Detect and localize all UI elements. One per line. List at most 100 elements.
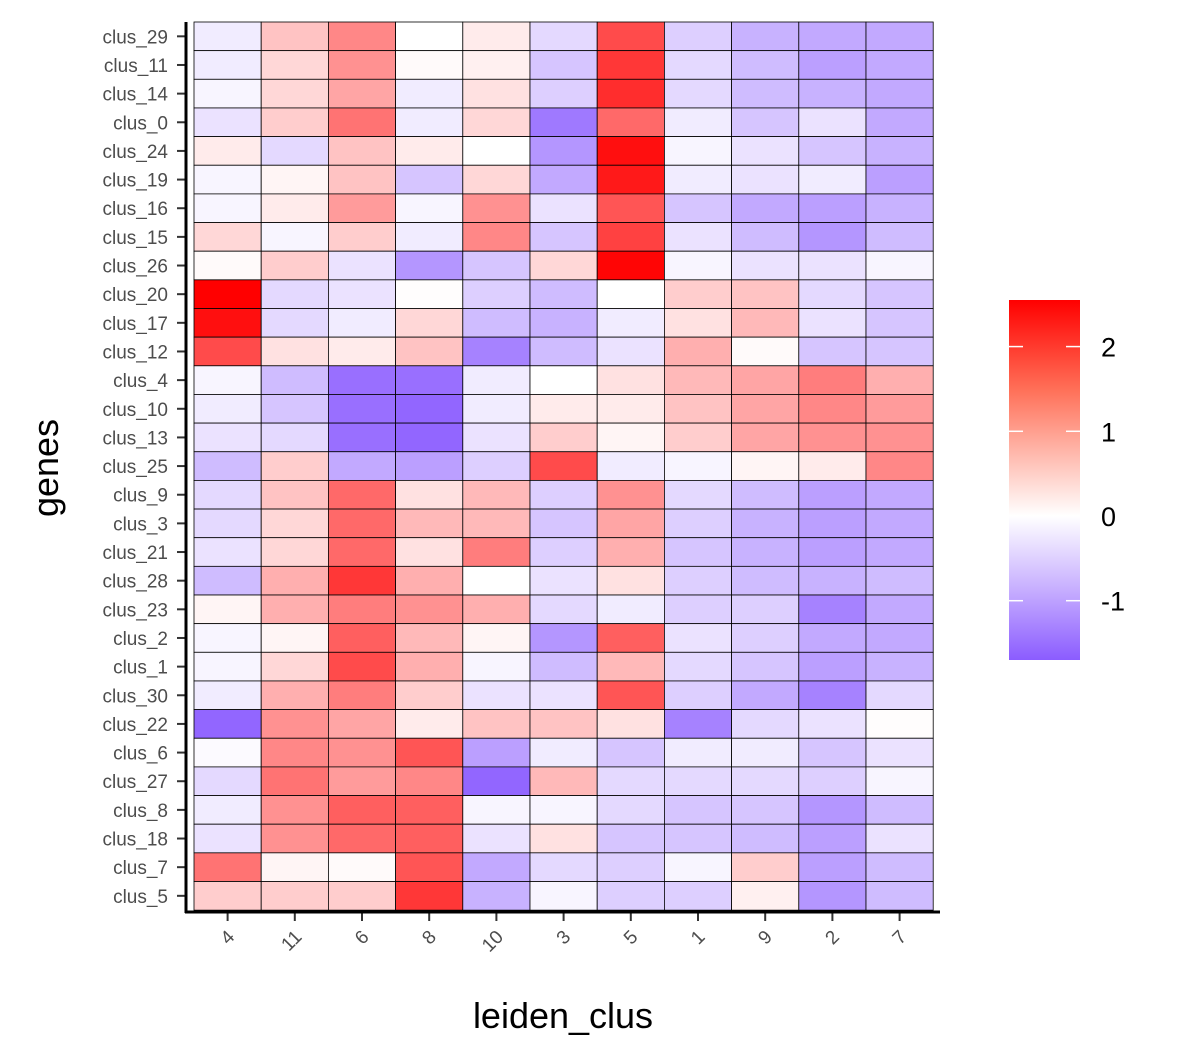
heatmap-cell <box>193 336 262 367</box>
heatmap-cell <box>798 136 867 166</box>
heatmap-cell <box>731 565 800 596</box>
heatmap-cell <box>529 594 598 625</box>
heatmap-cell <box>664 565 733 596</box>
heatmap-cell <box>596 709 665 739</box>
heatmap-cell <box>798 508 867 539</box>
heatmap-cell <box>395 737 464 768</box>
heatmap-cell <box>731 823 800 854</box>
heatmap-cell <box>395 365 464 395</box>
heatmap-cell <box>865 737 934 768</box>
heatmap-cell <box>529 50 598 80</box>
heatmap-cell <box>529 279 598 309</box>
heatmap-cell <box>529 250 598 281</box>
heatmap-cell <box>865 78 934 109</box>
heatmap-cell <box>260 50 329 80</box>
heatmap-cell <box>865 336 934 367</box>
heatmap-cell <box>865 709 934 739</box>
heatmap-cell <box>664 537 733 567</box>
heatmap-cell <box>193 623 262 653</box>
heatmap-cell <box>395 623 464 653</box>
heatmap-cell <box>596 308 665 338</box>
heatmap-cell <box>529 479 598 510</box>
heatmap-cell <box>327 852 396 882</box>
heatmap-cell <box>798 623 867 653</box>
heatmap-cell <box>327 250 396 281</box>
heatmap-cell <box>193 193 262 223</box>
heatmap-cell <box>865 795 934 825</box>
heatmap-cell <box>395 479 464 510</box>
heatmap-cell <box>596 136 665 166</box>
heatmap-cell <box>731 50 800 80</box>
heatmap-cell <box>798 737 867 768</box>
heatmap-cell <box>395 279 464 309</box>
heatmap-cell <box>260 651 329 682</box>
heatmap-cell <box>529 651 598 682</box>
y-tick-label: clus_1 <box>113 658 168 679</box>
heatmap-cell <box>529 78 598 109</box>
heatmap-cell <box>193 422 262 453</box>
heatmap-cell <box>327 78 396 109</box>
heatmap-cell <box>462 565 531 596</box>
heatmap-cell <box>664 479 733 510</box>
heatmap-cell <box>664 308 733 338</box>
heatmap-cell <box>395 594 464 625</box>
heatmap-cell <box>462 594 531 625</box>
heatmap-cell <box>327 479 396 510</box>
heatmap-cell <box>596 336 665 367</box>
heatmap-cell <box>731 651 800 682</box>
heatmap-cell <box>798 107 867 137</box>
heatmap-cell <box>731 623 800 653</box>
heatmap-cell <box>664 709 733 739</box>
heatmap-cell <box>664 250 733 281</box>
y-tick-label: clus_18 <box>103 830 169 851</box>
heatmap-cell <box>193 709 262 739</box>
heatmap-cell <box>731 136 800 166</box>
heatmap-cell <box>395 250 464 281</box>
heatmap-cell <box>664 78 733 109</box>
heatmap-cell <box>193 737 262 768</box>
heatmap-cell <box>193 766 262 796</box>
heatmap-cell <box>596 537 665 567</box>
heatmap-cell <box>395 651 464 682</box>
heatmap-cell <box>596 394 665 424</box>
heatmap-cell <box>798 336 867 367</box>
heatmap-cell <box>462 50 531 80</box>
y-tick-label: clus_5 <box>113 887 168 908</box>
heatmap-cell <box>865 623 934 653</box>
heatmap-cell <box>260 21 329 52</box>
heatmap-cell <box>664 680 733 711</box>
heatmap-cell <box>395 852 464 882</box>
heatmap-cell <box>327 164 396 195</box>
heatmap-cell <box>462 508 531 539</box>
heatmap-cell <box>260 78 329 109</box>
heatmap-cell <box>596 365 665 395</box>
heatmap-cell <box>260 737 329 768</box>
heatmap-cell <box>865 21 934 52</box>
heatmap-cell <box>865 594 934 625</box>
heatmap-cell <box>865 365 934 395</box>
heatmap-cell <box>731 394 800 424</box>
heatmap-cell <box>596 737 665 768</box>
heatmap-cell <box>865 508 934 539</box>
heatmap-cell <box>260 680 329 711</box>
heatmap-cell <box>260 136 329 166</box>
heatmap-cell <box>664 164 733 195</box>
heatmap-cell <box>664 852 733 882</box>
heatmap-cell <box>193 78 262 109</box>
heatmap-cell <box>462 222 531 252</box>
heatmap-cell <box>327 651 396 682</box>
y-tick-label: clus_28 <box>103 572 169 593</box>
y-tick-label: clus_15 <box>103 228 169 249</box>
heatmap-cell <box>865 308 934 338</box>
heatmap-cell <box>395 164 464 195</box>
heatmap-cell <box>395 50 464 80</box>
heatmap-cell <box>260 336 329 367</box>
heatmap-cell <box>529 451 598 481</box>
heatmap-cell <box>731 193 800 223</box>
y-axis-ticks: clus_29 clus_11 clus_14 clus_0 clus_24 clus_1… <box>103 27 186 908</box>
heatmap-cell <box>327 336 396 367</box>
heatmap-cell <box>462 21 531 52</box>
heatmap-cell <box>731 479 800 510</box>
heatmap-cell <box>731 336 800 367</box>
heatmap-cell <box>395 336 464 367</box>
